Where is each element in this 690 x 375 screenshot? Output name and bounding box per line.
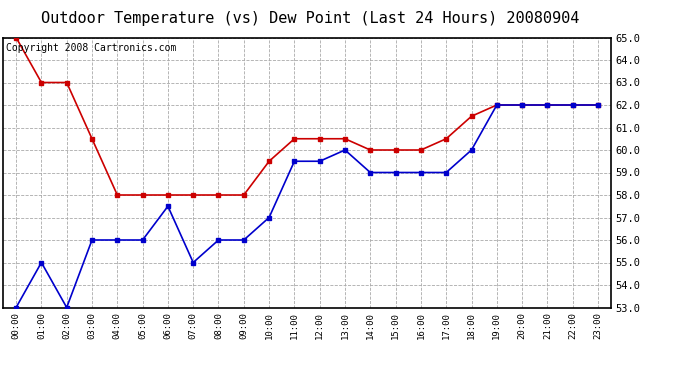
Text: Outdoor Temperature (vs) Dew Point (Last 24 Hours) 20080904: Outdoor Temperature (vs) Dew Point (Last… xyxy=(41,11,580,26)
Text: Copyright 2008 Cartronics.com: Copyright 2008 Cartronics.com xyxy=(6,43,177,53)
